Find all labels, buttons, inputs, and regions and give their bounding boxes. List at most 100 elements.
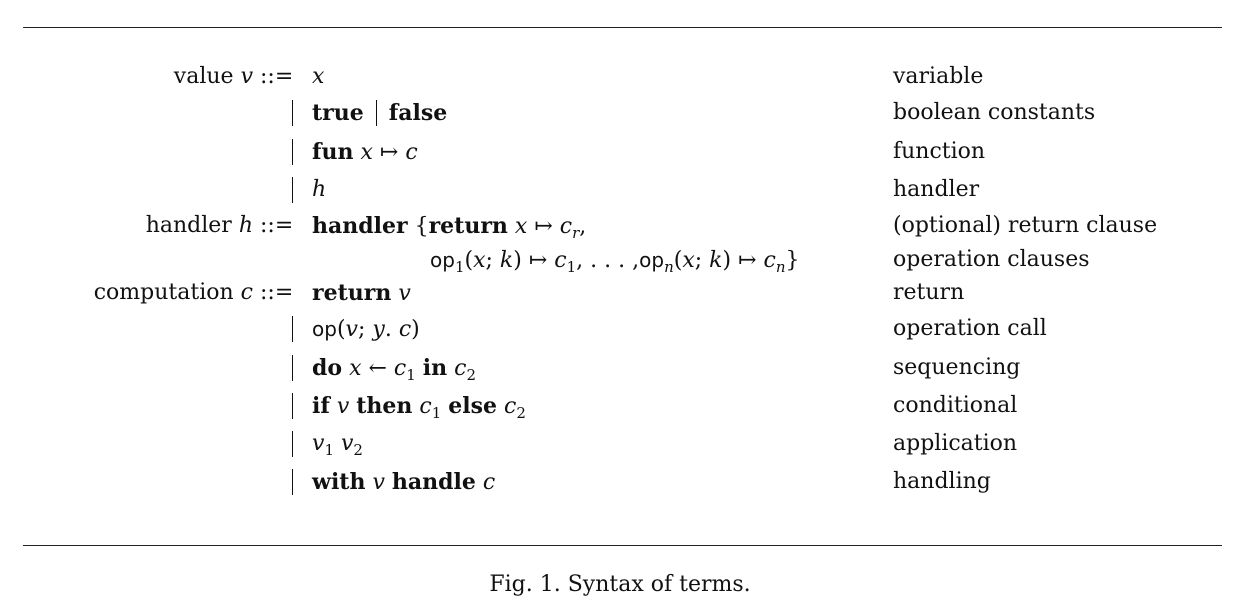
comma: , [579,214,587,239]
left-arrow-symbol: ← [368,356,387,381]
production: v1 v2 [312,427,363,467]
grammar-row-sequencing: do x ← c1 in c2 sequencing [0,351,1240,385]
variable-c: c [454,356,467,381]
maps-to-symbol: ↦ [738,248,757,273]
metavariable: c [240,280,253,305]
semicolon: ; [694,248,703,273]
operation-symbol: op [430,248,455,272]
grammar-row-conditional: if v then c1 else c2 conditional [0,389,1240,423]
production-description: (optional) return clause [893,213,1158,238]
production: op1(x; k) ↦ c1, . . . ,opn(x; k) ↦ cn} [430,243,800,284]
variable-v: v [312,431,325,456]
production: x [312,60,324,94]
production: with v handle c [312,465,495,500]
close-brace: } [785,248,800,273]
definition-symbol: ::= [260,64,294,89]
paren-close: ) [722,248,732,273]
alternative-bar [292,355,293,381]
production: if v then c1 else c2 [312,389,526,430]
alternative-bar [292,177,293,203]
production: op(v; y. c) [312,312,420,347]
metavariable: v [240,64,253,89]
variable-c: c [398,317,412,342]
definition-symbol: ::= [260,280,294,305]
production-description: operation clauses [893,247,1090,272]
keyword-if: if [312,393,330,419]
grammar-row-value: value v ::= x variable [0,60,1240,94]
production-description: function [893,139,986,164]
grammar-row-operation-clauses: op1(x; k) ↦ c1, . . . ,opn(x; k) ↦ cn} o… [0,243,1240,277]
production: return v [312,276,411,311]
subscript-2: 2 [466,366,477,384]
alternative-bar [292,316,293,342]
subscript-1: 1 [431,404,442,422]
variable-c: c [559,214,573,239]
production-description: handler [893,177,980,202]
variable-x: x [312,64,325,89]
production-description: conditional [893,393,1018,418]
variable-c: c [482,470,496,495]
operation-symbol: op [639,248,665,272]
semicolon: ; [485,248,493,273]
variable-v: v [372,470,385,495]
production-description: boolean constants [893,100,1096,125]
subscript-n: n [775,258,786,276]
nonterminal-word: value [173,64,234,89]
paren-open: ( [673,248,683,273]
alternative-bar [375,100,377,126]
keyword-true: true [312,100,364,126]
nonterminal-computation: computation c [94,276,253,310]
ellipsis: , . . . , [576,248,640,273]
production-description: operation call [893,316,1047,341]
keyword-then: then [356,393,413,419]
variable-c: c [405,140,418,165]
keyword-return: return [428,213,508,239]
variable-v: v [340,431,354,456]
top-rule [23,27,1222,28]
nonterminal-word: computation [93,280,234,305]
grammar-row-function: fun x ↦ c function [0,135,1240,169]
keyword-handle: handle [391,469,476,495]
grammar-row-handler-def: handler h ::= handler {return x ↦ cr, (o… [0,209,1240,243]
keyword-do: do [312,355,343,381]
paren-open: ( [464,248,474,273]
variable-y: y [372,317,385,342]
grammar-row-handler: h handler [0,173,1240,207]
production: handler {return x ↦ cr, [312,209,586,250]
variable-c: c [504,394,517,419]
open-brace: { [414,214,429,239]
keyword-else: else [448,393,498,419]
nonterminal-value: value v [174,60,253,94]
keyword-handler: handler [312,213,408,239]
subscript-2: 2 [516,404,526,422]
variable-c: c [554,248,567,273]
paren-open: ( [336,317,346,342]
metavariable: h [238,213,253,238]
production-description: variable [893,64,984,89]
variable-v: v [336,394,350,419]
subscript-1: 1 [324,441,334,459]
grammar-row-handling: with v handle c handling [0,465,1240,499]
dot: . [384,317,399,342]
maps-to-symbol: ↦ [379,140,399,165]
paren-close: ) [513,248,522,273]
semicolon: ; [357,317,373,342]
figure-caption: Fig. 1. Syntax of terms. [489,572,751,597]
variable-k: k [709,248,723,273]
keyword-in: in [422,355,448,381]
variable-x: x [514,214,528,239]
subscript-1: 1 [454,258,465,276]
production-description: application [893,431,1018,456]
variable-x: x [682,248,695,273]
grammar-row-computation: computation c ::= return v return [0,276,1240,310]
definition-symbol: ::= [260,213,294,238]
nonterminal-handler: handler h [146,209,253,243]
bottom-rule [23,545,1222,546]
keyword-false: false [388,100,448,126]
paren-close: ) [411,317,420,342]
variable-c: c [763,248,776,273]
variable-k: k [499,248,514,273]
variable-x: x [349,356,362,381]
operation-symbol: op [312,317,337,341]
production-description: return [893,280,965,305]
